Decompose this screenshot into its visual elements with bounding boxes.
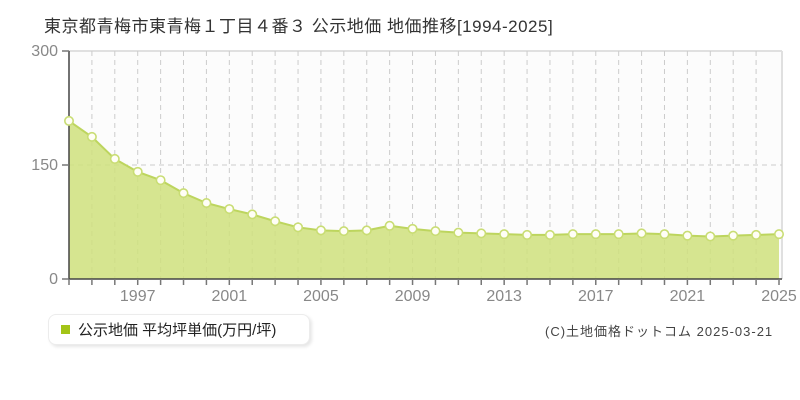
- data-point: [636, 228, 647, 239]
- data-point: [132, 166, 143, 177]
- area-fill: [69, 120, 779, 279]
- data-point: [705, 231, 716, 242]
- legend-label: 公示地価 平均坪単価(万円/坪): [78, 322, 277, 339]
- data-point: [293, 222, 304, 233]
- data-point: [476, 228, 487, 239]
- legend-box: 公示地価 平均坪単価(万円/坪): [48, 314, 310, 345]
- data-point: [64, 115, 75, 126]
- x-tick-label: 2009: [395, 288, 431, 305]
- data-point: [86, 131, 97, 142]
- x-tick-label: 2013: [486, 288, 522, 305]
- data-point: [773, 229, 784, 240]
- data-point: [499, 229, 510, 240]
- data-point: [384, 220, 395, 231]
- legend-color-swatch-icon: [61, 325, 70, 334]
- data-point: [567, 229, 578, 240]
- data-point: [613, 229, 624, 240]
- data-point: [430, 226, 441, 237]
- data-point: [728, 230, 739, 241]
- x-tick-label: 1997: [120, 288, 156, 305]
- data-point: [201, 198, 212, 209]
- data-point: [338, 226, 349, 237]
- data-point: [247, 209, 258, 220]
- y-tick-label: 0: [49, 271, 58, 288]
- x-tick-label: 2017: [578, 288, 614, 305]
- x-tick-label: 2025: [761, 288, 797, 305]
- x-tick-label: 2005: [303, 288, 339, 305]
- data-point: [155, 175, 166, 186]
- price-trend-chart: 0 150 300 1997 2001 2005 2009 2013 2017 2021 2025: [31, 43, 797, 305]
- data-point: [361, 225, 372, 236]
- data-point: [224, 204, 235, 215]
- data-point: [315, 225, 326, 236]
- y-tick-label: 150: [31, 157, 58, 174]
- data-point: [178, 188, 189, 199]
- data-point: [751, 229, 762, 240]
- data-point: [453, 227, 464, 238]
- x-tick-label: 2021: [670, 288, 706, 305]
- x-tick-label: 2001: [212, 288, 248, 305]
- data-point: [407, 223, 418, 234]
- y-tick-label: 300: [31, 43, 58, 60]
- data-point: [522, 229, 533, 240]
- copyright-text: (C)土地価格ドットコム 2025-03-21: [545, 324, 774, 339]
- page-title: 東京都青梅市東青梅１丁目４番３ 公示地価 地価推移[1994-2025]: [44, 17, 554, 36]
- data-point: [682, 230, 693, 241]
- data-point: [544, 229, 555, 240]
- data-point: [270, 216, 281, 227]
- data-point: [659, 229, 670, 240]
- data-point: [109, 153, 120, 164]
- data-point: [590, 229, 601, 240]
